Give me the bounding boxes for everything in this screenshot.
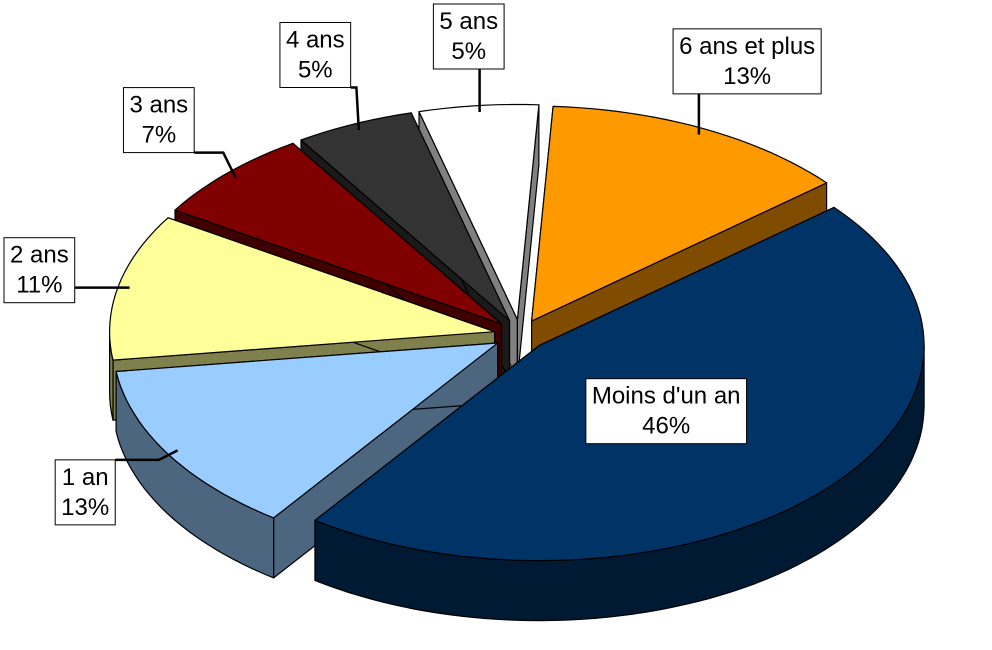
slice — [115, 342, 499, 519]
category-label: 1 an — [62, 464, 109, 491]
label-box — [672, 28, 822, 95]
category-label: 3 ans — [129, 92, 188, 119]
data-label: 2 ans 11% — [3, 237, 130, 304]
data-label: Moins d'un an 46% — [585, 378, 748, 445]
value-label: 13% — [723, 63, 771, 90]
category-label: Moins d'un an — [592, 383, 741, 410]
label-box — [279, 22, 352, 89]
slice — [300, 112, 511, 322]
slice — [530, 105, 828, 322]
labels: Moins d'un an 46% 1 an 13% 2 ans 11% 3 ans 7% 4 … — [3, 3, 822, 526]
value-label: 7% — [141, 122, 176, 149]
label-box — [585, 378, 748, 445]
data-label: 4 ans 5% — [279, 22, 361, 130]
label-box — [432, 3, 505, 70]
category-label: 2 ans — [10, 242, 69, 269]
value-label: 11% — [16, 272, 62, 299]
label-box — [3, 237, 76, 304]
leader-line — [350, 86, 361, 130]
label-box — [122, 87, 195, 154]
label-box — [54, 459, 116, 526]
data-label: 1 an 13% — [54, 449, 179, 526]
data-label: 3 ans 7% — [122, 87, 237, 179]
leader-line — [115, 449, 179, 462]
data-label: 5 ans 5% — [432, 3, 505, 112]
category-label: 4 ans — [286, 27, 345, 54]
slice — [174, 142, 503, 325]
value-label: 5% — [298, 57, 333, 84]
slice — [108, 217, 496, 361]
data-label: 6 ans et plus 13% — [672, 28, 822, 135]
category-label: 6 ans et plus — [679, 33, 815, 60]
value-label: 13% — [61, 494, 109, 521]
leader-line — [194, 151, 237, 179]
value-label: 5% — [451, 38, 486, 65]
category-label: 5 ans — [439, 8, 498, 35]
value-label: 46% — [642, 413, 690, 440]
